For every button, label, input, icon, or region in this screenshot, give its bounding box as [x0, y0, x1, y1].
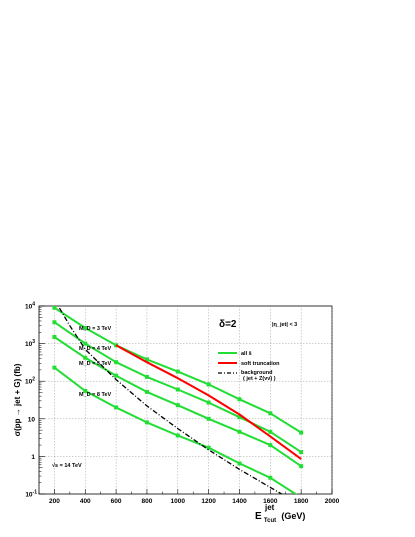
legend-label-background: background — [241, 370, 272, 376]
grid — [39, 306, 333, 494]
eta-cut-label: |η_jet| < 3 — [272, 322, 297, 328]
series-0-curve-3-point — [114, 405, 119, 410]
curves-group — [52, 306, 304, 494]
series-0-curve-2-point — [83, 355, 88, 360]
x-tick-label: 800 — [142, 498, 153, 505]
x-axis-title-main: E — [255, 511, 262, 522]
legend-label-all-s: all ŝ — [241, 351, 252, 357]
y-tick-label: 10-1 — [25, 490, 37, 499]
y-tick-label: 102 — [25, 377, 35, 386]
series-0-curve-1-point — [299, 450, 304, 455]
ticks — [38, 305, 333, 495]
series-0-curve-0-point — [299, 430, 304, 435]
series-0-curve-3-point — [52, 365, 57, 370]
y-tick-label: 10 — [28, 416, 36, 423]
series-0-curve-1-point — [206, 400, 211, 405]
series-2-curve-0 — [57, 306, 283, 494]
sqrt-s-label: √s = 14 TeV — [52, 462, 82, 469]
series-0-curve-1-point — [175, 387, 180, 392]
y-tick-label: 104 — [25, 302, 35, 311]
series-curves — [52, 306, 304, 494]
x-tick-label: 2000 — [325, 498, 340, 505]
series-0-curve-0-point — [144, 357, 149, 362]
x-tick-label: 1800 — [294, 498, 309, 505]
series-0-curve-3-point — [144, 420, 149, 425]
series-0-curve-1-point — [52, 320, 57, 325]
legend-label-background-2: ( jet + Z(νν̄) ) — [243, 376, 276, 382]
x-tick-label: 600 — [111, 498, 122, 505]
x-tick-label: 400 — [80, 498, 91, 505]
series-0-curve-2-point — [268, 443, 273, 448]
mass-label-5tev: M_D = 5 TeV — [79, 361, 111, 367]
mass-label-3tev: M_D = 3 TeV — [79, 326, 111, 332]
x-axis-title-sup: jet — [264, 503, 275, 512]
series-0-curve-2-point — [299, 464, 304, 469]
x-axis-title: E Tcut (GeV) — [255, 511, 305, 524]
mass-label-8tev: M_D = 8 TeV — [79, 392, 111, 398]
series-0-curve-0-point — [175, 369, 180, 374]
series-0-curve-2-point — [175, 403, 180, 408]
series-0-curve-1-point — [83, 341, 88, 346]
series-0-curve-3-point — [268, 475, 273, 480]
series-0-curve-0-point — [237, 397, 242, 402]
x-tick-label: 200 — [49, 498, 60, 505]
x-tick-label: 1400 — [232, 498, 247, 505]
x-tick-labels: 200 400 600 800 1000 1200 1400 1600 1800 2000 — [49, 498, 340, 505]
series-0-curve-0-point — [206, 382, 211, 387]
series-0-curve-3-point — [206, 445, 211, 450]
mass-label-4tev: M_D = 4 TeV — [79, 346, 111, 352]
series-0-curve-2-point — [237, 429, 242, 434]
delta-label: δ=2 — [219, 319, 237, 330]
x-axis-title-sub: Tcut — [264, 518, 276, 524]
y-tick-label: 103 — [25, 339, 35, 348]
series-1-curve-0 — [115, 344, 302, 460]
y-tick-labels: 10-1 1 10 102 103 104 — [25, 302, 37, 499]
series-0-curve-2 — [53, 336, 302, 468]
series-0-curve-0-point — [268, 411, 273, 416]
series-0-curve-3-point — [237, 461, 242, 466]
series-0-curve-1-point — [237, 415, 242, 420]
legend: all ŝ soft truncation background ( jet +… — [218, 351, 280, 382]
y-tick-label: 1 — [31, 454, 35, 461]
y-axis-title: σ(pp → jet + G) (fb) — [13, 363, 22, 436]
x-tick-label: 1600 — [263, 498, 278, 505]
series-0-curve-0-point — [52, 306, 57, 310]
series-0-curve-1-point — [268, 429, 273, 434]
x-tick-label: 1000 — [171, 498, 186, 505]
series-0-curve-1-point — [144, 374, 149, 379]
x-tick-label: 1200 — [201, 498, 216, 505]
series-0-curve-3-point — [175, 433, 180, 438]
series-0-curve-2-point — [114, 373, 119, 378]
plot-frame — [38, 305, 333, 495]
series-0-curve-2-point — [144, 389, 149, 394]
series-0-curve-2-point — [206, 416, 211, 421]
x-axis-title-unit: (GeV) — [281, 511, 305, 521]
series-0-curve-2-point — [52, 334, 57, 339]
series-0-curve-3-point — [83, 388, 88, 393]
series-0-curve-0-point — [83, 325, 88, 330]
legend-label-soft-truncation: soft truncation — [241, 361, 280, 367]
series-0-curve-1-point — [114, 360, 119, 365]
